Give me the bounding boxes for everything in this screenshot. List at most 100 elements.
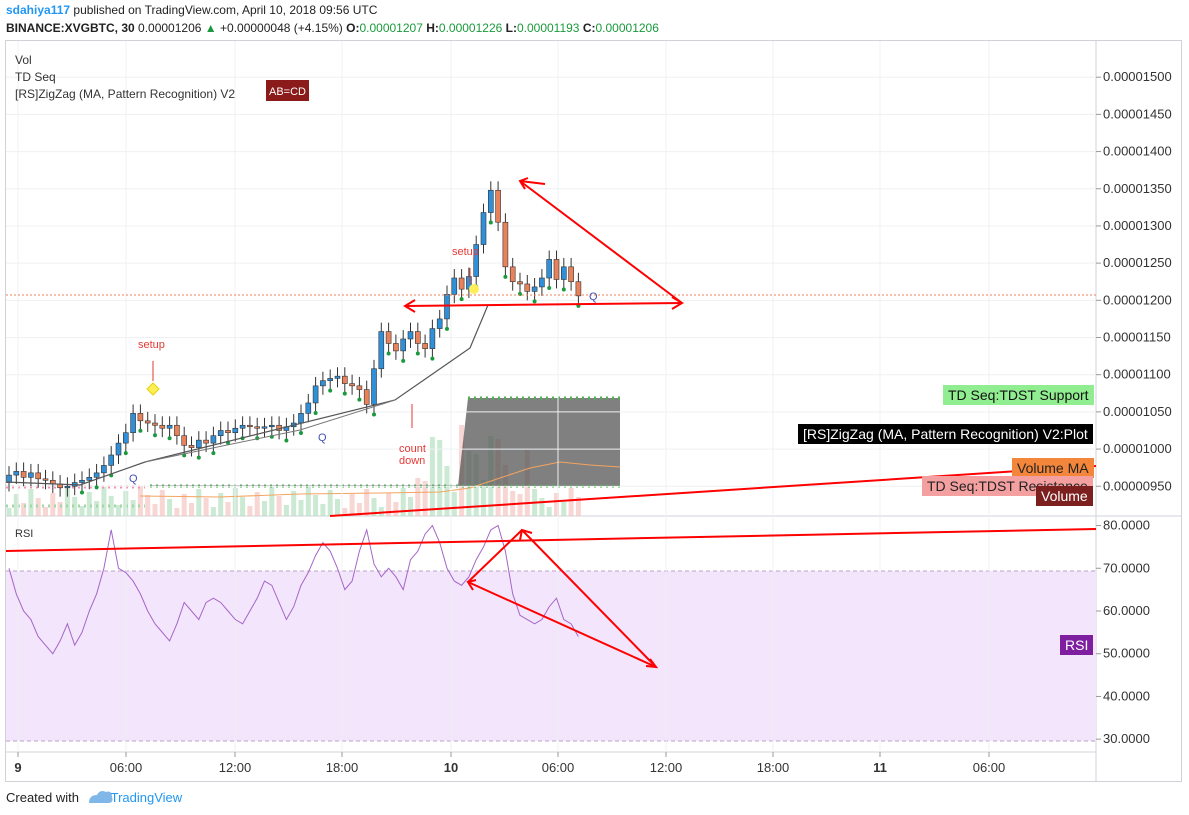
candle-body [334,375,341,379]
volume-bar [356,503,362,516]
candle-body [13,471,20,476]
candle-body [210,435,217,444]
volume-bar [13,494,19,516]
volume-bar [378,507,384,516]
volume-bar [174,508,180,516]
td-seq-dot [561,287,566,292]
trendline-support-price [329,465,1097,517]
created-with-text: Created with [6,790,79,805]
volume-bar [21,503,27,516]
volume-bar [276,496,282,516]
countdown-label-2: down [399,455,425,467]
candle-body [414,331,421,344]
volume-bar [437,440,443,516]
tradingview-brand[interactable]: TradingView [110,790,183,805]
tag-zigzag-plot: [RS]ZigZag (MA, Pattern Recognition) V2:… [798,424,1093,444]
indicator-zigzag[interactable]: [RS]ZigZag (MA, Pattern Recognition) V2 [15,87,236,101]
volume-bar [189,503,194,516]
time-tick-label: 11 [873,760,887,775]
tag-volume-ma: Volume MA [1012,458,1094,478]
candle-body [159,424,166,429]
candle-body [480,212,487,245]
candle-body [320,380,326,387]
symbol-line: BINANCE:XVGBTC, 30 0.00001206 ▲ +0.00000… [6,21,659,35]
price-tick-label: 0.00001500 [1103,69,1172,84]
setup-label: setup [138,339,165,351]
volume-bar [79,506,85,516]
open-value: 0.00001207 [359,21,423,35]
candle-body [123,432,129,444]
candle-body [305,402,312,414]
indicator-vol[interactable]: Vol [15,53,32,67]
volume-bar [116,505,121,516]
candle-body [203,439,209,444]
chart-frame [5,40,1182,782]
candle-body [166,424,173,429]
candle-body [451,277,458,295]
candle-body [539,277,545,288]
zigzag-line-upper [144,399,396,463]
rsi-tick-label: 30.0000 [1103,731,1150,746]
time-tick-label: 06:00 [110,760,143,775]
candle-body [115,442,122,456]
setup-marker-icon [146,382,160,396]
price-tick-label: 0.00001450 [1103,106,1172,121]
td-seq-dot [488,220,493,225]
volume-bar [283,505,289,516]
tradingview-cloud-icon [89,791,113,803]
td-seq-dot [313,410,318,415]
volume-bar [152,504,158,516]
last-price: 0.00001206 [138,21,202,35]
price-axis: 0.00001500 0.00001450 0.00001400 0.00001350… [1096,69,1172,493]
td-seq-dot [196,455,201,460]
volume-bar [210,507,216,516]
candle-body [108,454,114,466]
volume-bar [50,493,56,516]
setup-marker-2-icon [469,284,479,294]
candle-body [517,281,523,285]
indicator-td-seq[interactable]: TD Seq [15,70,56,84]
volume-bar [28,489,34,516]
rsi-tick-label: 80.0000 [1103,518,1150,533]
candle-body [130,413,136,433]
pattern-badge: AB=CD [266,80,309,101]
rsi-tick-label: 40.0000 [1103,688,1150,703]
td-seq-dot [342,391,347,396]
candle-body [42,478,49,481]
volume-bar [130,500,136,516]
volume-bar [167,499,173,516]
rsi-tick-label: 70.0000 [1103,560,1150,575]
volume-bar [86,492,92,516]
time-tick-label: 12:00 [650,760,683,775]
volume-bar [335,499,340,516]
volume-bar [57,502,63,516]
candle-body [502,221,509,268]
candle-body [407,331,414,340]
candle-body [181,435,187,446]
rsi-band [6,571,1096,741]
candle-body [385,331,392,344]
volume-bar [517,494,523,516]
candle-body [152,422,158,426]
candle-body [495,189,501,223]
tdst-resistance-area [458,398,620,486]
candle-body [487,189,494,213]
price-triangle [403,177,684,313]
candle-body [524,283,531,292]
publish-line: sdahiya117 published on TradingView.com,… [6,3,377,17]
td-seq-dot [401,358,406,363]
candle-body [327,378,334,381]
time-tick-label: 18:00 [326,760,359,775]
candle-body [35,472,42,480]
volume-bar [101,487,107,516]
candle-body [349,383,355,387]
td-seq-dot [284,438,289,443]
volume-bar [181,494,187,516]
volume-bar [94,501,100,516]
volume-bar [6,508,12,516]
publisher-username[interactable]: sdahiya117 [6,3,71,17]
price-tick-label: 0.00000950 [1103,478,1172,493]
volume-bar [364,489,370,516]
volume-bar [415,478,421,516]
